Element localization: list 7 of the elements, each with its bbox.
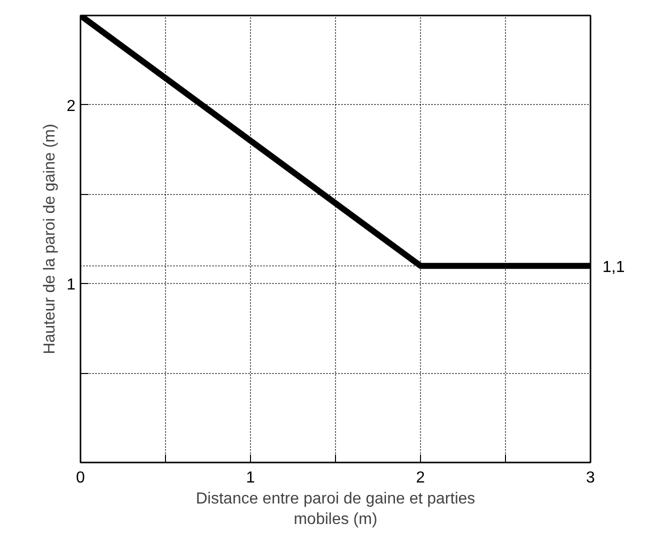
x-tick-label: 1 [246,470,256,486]
y-axis-title: Hauteur de la paroi de gaine (m) [42,124,59,354]
x-tick-label: 2 [416,470,426,486]
x-axis-title: Distance entre paroi de gaine et parties mobiles (m) [196,490,476,528]
x-tick-label: 3 [586,470,596,486]
x-tick-label: 0 [76,470,86,486]
ref-line-label: 1,1 [602,258,625,276]
